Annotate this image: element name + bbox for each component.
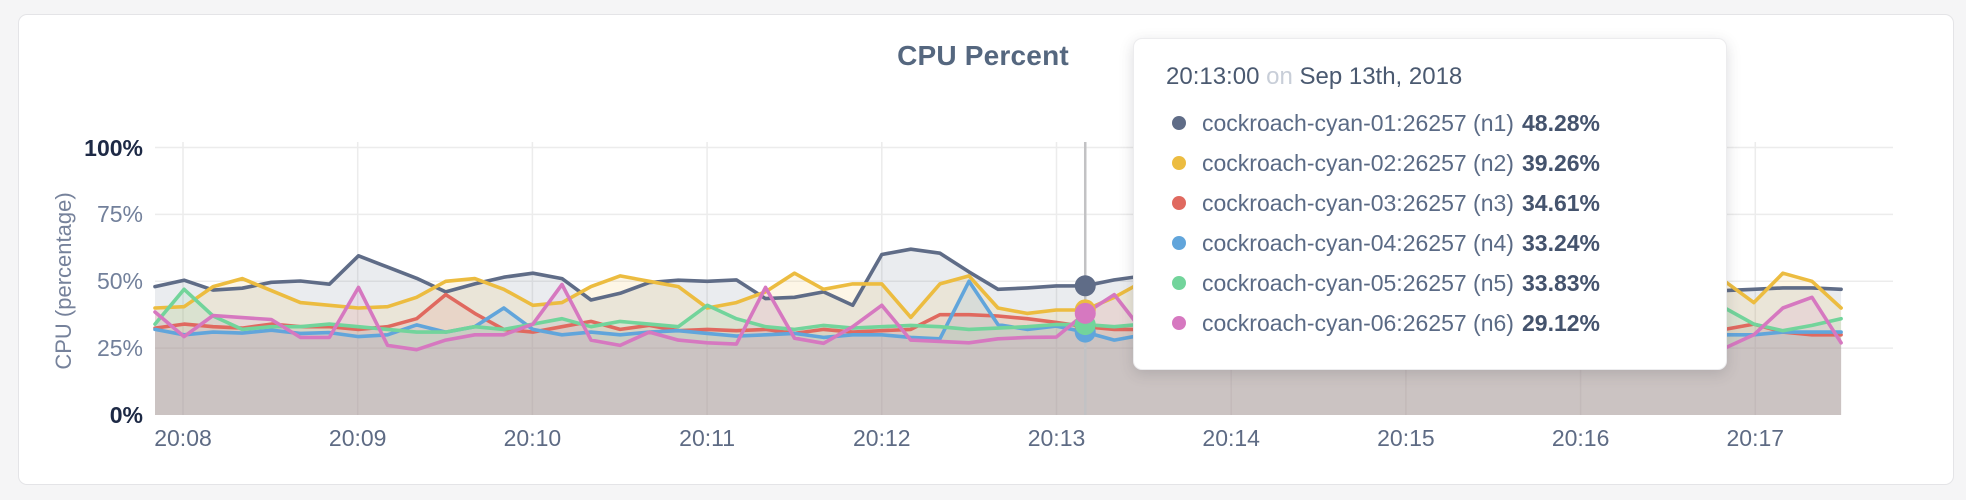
series-color-dot xyxy=(1172,316,1186,330)
series-value: 48.28% xyxy=(1522,109,1601,136)
series-color-dot xyxy=(1172,236,1186,250)
series-name: cockroach-cyan-03:26257 (n3) xyxy=(1202,189,1514,216)
series-name: cockroach-cyan-05:26257 (n5) xyxy=(1202,269,1514,296)
tooltip-time: 20:13:00 xyxy=(1166,63,1260,90)
hover-point xyxy=(1074,302,1096,324)
series-name: cockroach-cyan-01:26257 (n1) xyxy=(1202,109,1514,136)
series-color-dot xyxy=(1172,276,1186,290)
series-area xyxy=(155,281,1842,415)
tooltip-timestamp: 20:13:00 on Sep 13th, 2018 xyxy=(1166,63,1726,91)
tooltip-series-row: cockroach-cyan-04:26257 (n4) 33.24% xyxy=(1134,223,1726,263)
tooltip-series-row: cockroach-cyan-01:26257 (n1) 48.28% xyxy=(1134,103,1726,143)
tooltip-conjunction: on xyxy=(1266,63,1293,90)
series-name: cockroach-cyan-04:26257 (n4) xyxy=(1202,229,1514,256)
tooltip-series-row: cockroach-cyan-06:26257 (n6) 29.12% xyxy=(1134,303,1726,343)
series-color-dot xyxy=(1172,196,1186,210)
series-value: 34.61% xyxy=(1522,189,1601,216)
series-name: cockroach-cyan-06:26257 (n6) xyxy=(1202,309,1514,336)
tooltip-series-row: cockroach-cyan-03:26257 (n3) 34.61% xyxy=(1134,183,1726,223)
tooltip-date: Sep 13th, 2018 xyxy=(1299,63,1463,90)
series-value: 33.83% xyxy=(1522,269,1601,296)
series-color-dot xyxy=(1172,156,1186,170)
hover-point xyxy=(1074,275,1096,297)
hover-tooltip: 20:13:00 on Sep 13th, 2018 cockroach-cya… xyxy=(1133,38,1727,370)
series-value: 33.24% xyxy=(1522,229,1601,256)
series-value: 39.26% xyxy=(1522,149,1601,176)
tooltip-series-row: cockroach-cyan-02:26257 (n2) 39.26% xyxy=(1134,143,1726,183)
series-color-dot xyxy=(1172,116,1186,130)
tooltip-rows: cockroach-cyan-01:26257 (n1) 48.28% cockro… xyxy=(1134,103,1726,343)
chart-title: CPU Percent xyxy=(897,40,1069,71)
series-area xyxy=(155,284,1842,415)
series-value: 29.12% xyxy=(1522,309,1601,336)
series-area xyxy=(155,289,1842,415)
tooltip-series-row: cockroach-cyan-05:26257 (n5) 33.83% xyxy=(1134,263,1726,303)
series-name: cockroach-cyan-02:26257 (n2) xyxy=(1202,149,1514,176)
